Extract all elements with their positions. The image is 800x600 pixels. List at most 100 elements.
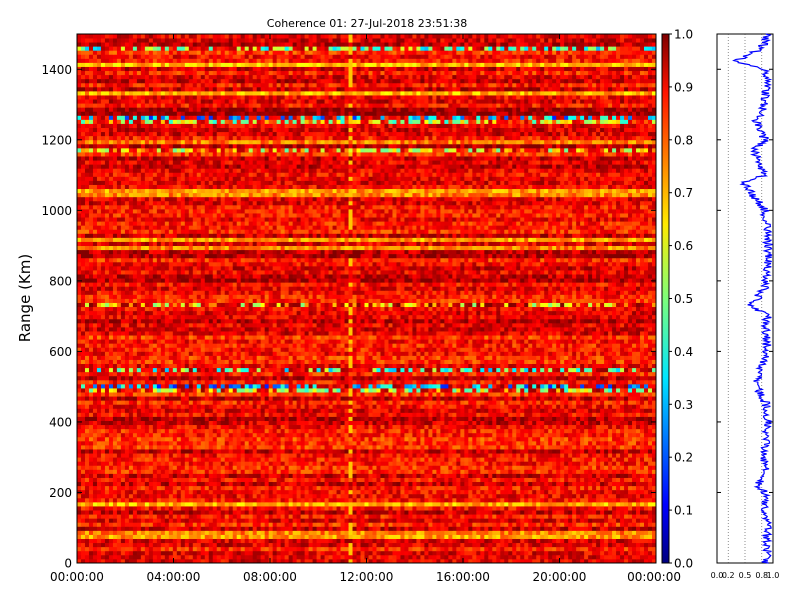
heatmap-cell xyxy=(612,493,617,499)
heatmap-cell xyxy=(228,473,234,478)
heatmap-cell xyxy=(260,428,266,434)
heatmap-cell xyxy=(296,424,302,430)
heatmap-cell xyxy=(280,497,286,503)
heatmap-cell xyxy=(596,469,601,474)
heatmap-cell xyxy=(80,526,86,531)
heatmap-cell xyxy=(112,530,118,535)
heatmap-cell xyxy=(484,558,489,564)
heatmap-cell xyxy=(580,518,585,523)
heatmap-cell xyxy=(636,538,641,544)
heatmap-cell xyxy=(84,440,90,446)
heatmap-cell xyxy=(436,424,441,430)
heatmap-cell xyxy=(628,444,633,450)
heatmap-cell xyxy=(620,449,625,454)
heatmap-cell xyxy=(260,493,266,499)
heatmap-cell xyxy=(256,497,262,503)
heatmap-cell xyxy=(124,530,130,535)
heatmap-cell xyxy=(404,444,409,450)
heatmap-cell xyxy=(400,550,405,556)
heatmap-cell xyxy=(648,514,653,519)
heatmap-cell xyxy=(576,424,581,430)
heatmap-cell xyxy=(548,469,553,474)
heatmap-cell xyxy=(284,518,290,523)
heatmap-cell xyxy=(544,449,549,454)
heatmap-cell xyxy=(172,420,178,426)
heatmap-cell xyxy=(432,510,437,515)
heatmap-cell xyxy=(412,530,417,535)
heatmap-cell xyxy=(644,534,649,539)
heatmap-cell xyxy=(228,554,234,560)
heatmap-cell xyxy=(228,534,234,539)
heatmap-cell xyxy=(384,428,389,434)
heatmap-cell xyxy=(168,510,174,515)
heatmap-cell xyxy=(316,530,321,535)
heatmap-cell xyxy=(100,514,106,519)
heatmap-cell xyxy=(600,424,605,430)
heatmap-cell xyxy=(524,473,529,478)
heatmap-cell xyxy=(396,485,401,491)
heatmap-cell xyxy=(296,485,302,491)
heatmap-cell xyxy=(596,501,601,507)
heatmap-cell xyxy=(548,493,553,499)
heatmap-cell xyxy=(220,432,226,438)
heatmap-cell xyxy=(500,542,505,548)
heatmap-cell xyxy=(324,514,329,519)
heatmap-cell xyxy=(204,469,210,474)
heatmap-cell xyxy=(540,432,545,438)
heatmap-cell xyxy=(644,477,649,483)
heatmap-cell xyxy=(168,489,174,495)
heatmap-cell xyxy=(536,506,541,511)
heatmap-cell xyxy=(108,542,114,548)
heatmap-cell xyxy=(120,489,126,495)
heatmap-cell xyxy=(232,514,238,519)
heatmap-cell xyxy=(540,465,545,470)
heatmap-cell xyxy=(220,522,226,527)
heatmap-cell xyxy=(172,440,178,446)
heatmap-cell xyxy=(640,518,645,523)
heatmap-cell xyxy=(464,432,469,438)
heatmap-cell xyxy=(408,497,413,503)
heatmap-cell xyxy=(440,534,445,539)
heatmap-cell xyxy=(528,453,533,458)
heatmap-cell xyxy=(480,489,485,495)
heatmap-cell xyxy=(312,449,317,454)
heatmap-cell xyxy=(472,473,477,478)
heatmap-cell xyxy=(588,497,593,503)
heatmap-cell xyxy=(392,473,397,478)
heatmap-cell xyxy=(192,444,198,450)
heatmap-cell xyxy=(440,514,445,519)
heatmap-cell xyxy=(212,461,218,466)
heatmap-cell xyxy=(356,481,361,487)
heatmap-cell xyxy=(308,526,313,531)
heatmap-cell xyxy=(396,542,401,548)
heatmap-cell xyxy=(152,558,158,564)
heatmap-cell xyxy=(132,546,138,552)
heatmap-cell xyxy=(208,522,214,527)
heatmap-cell xyxy=(472,481,477,487)
heatmap-cell xyxy=(488,526,493,531)
heatmap-cell xyxy=(476,428,481,434)
heatmap-cell xyxy=(324,440,329,446)
heatmap-cell xyxy=(336,469,341,474)
heatmap-cell xyxy=(600,440,605,446)
heatmap-cell xyxy=(608,554,613,560)
heatmap-cell xyxy=(524,453,529,458)
heatmap-cell xyxy=(616,497,621,503)
heatmap-cell xyxy=(84,473,90,478)
heatmap-cell xyxy=(288,420,294,426)
heatmap-cell xyxy=(184,550,190,556)
heatmap-cell xyxy=(544,514,549,519)
heatmap-cell xyxy=(100,530,106,535)
heatmap-cell xyxy=(604,526,609,531)
heatmap-cell xyxy=(308,453,313,458)
heatmap-cell xyxy=(360,534,365,539)
heatmap-cell xyxy=(532,501,537,507)
heatmap-cell xyxy=(120,473,126,478)
heatmap-cell xyxy=(176,477,182,483)
heatmap-cell xyxy=(328,497,333,503)
heatmap-cell xyxy=(220,514,226,519)
heatmap-cell xyxy=(504,424,509,430)
heatmap-cell xyxy=(396,469,401,474)
heatmap-cell xyxy=(400,461,405,466)
heatmap-cell xyxy=(280,501,286,507)
